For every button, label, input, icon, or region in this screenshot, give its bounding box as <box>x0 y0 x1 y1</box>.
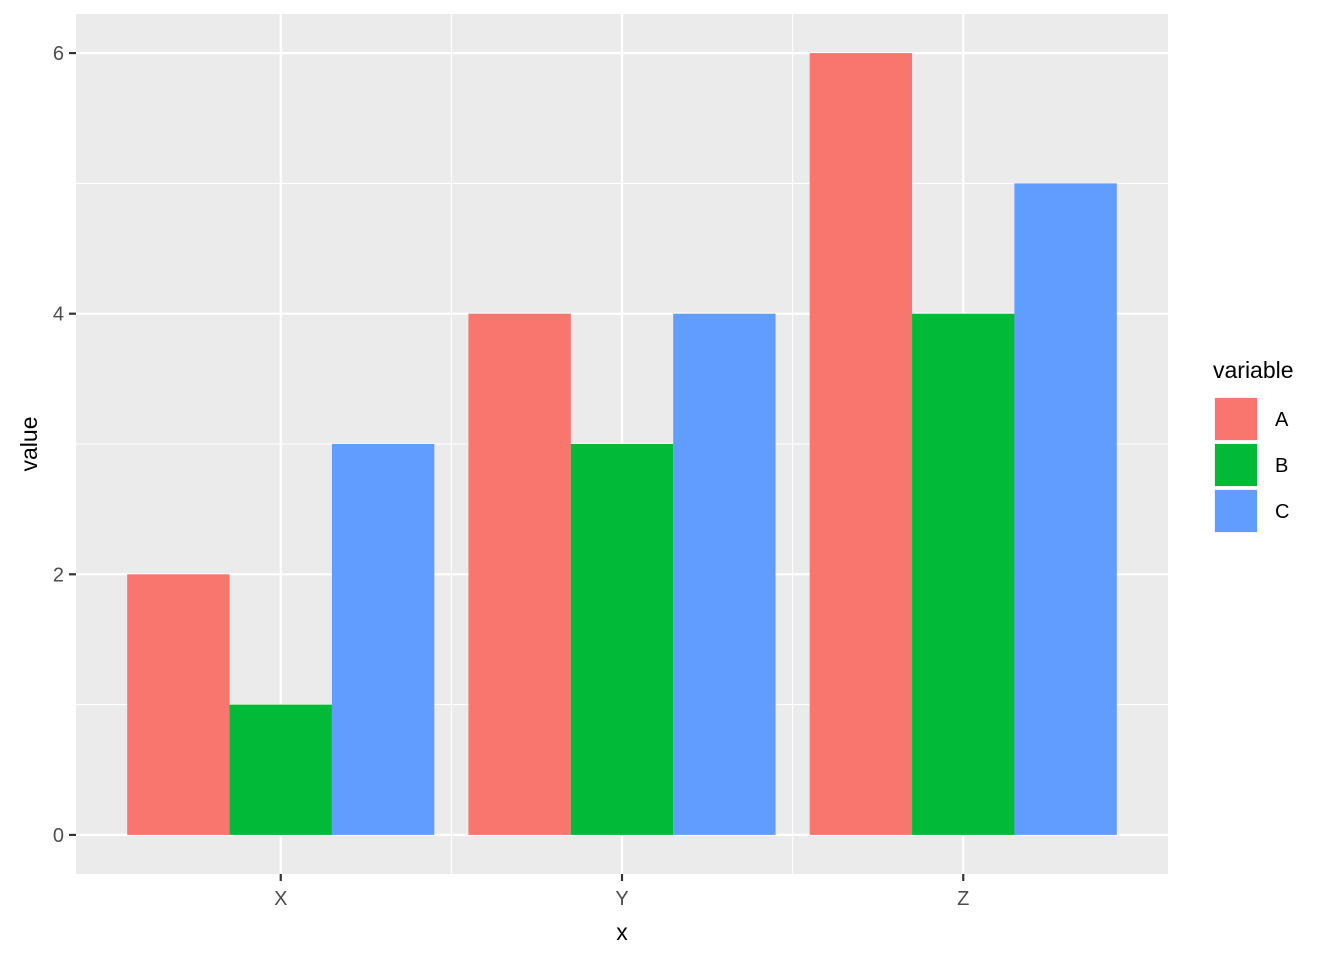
legend-key-a <box>1215 398 1257 440</box>
legend-label-a: A <box>1275 409 1289 431</box>
y-tick-label: 4 <box>53 304 64 326</box>
bar-a-x <box>127 574 230 835</box>
bar-c-y <box>673 313 776 835</box>
bar-b-z <box>912 313 1015 835</box>
bar-a-y <box>468 313 571 835</box>
x-axis: X Y Z <box>274 874 969 910</box>
y-tick-label: 0 <box>53 825 64 847</box>
legend-key-b <box>1215 444 1257 486</box>
bar-b-y <box>570 444 674 835</box>
bar-b-x <box>229 704 332 835</box>
y-axis: 0 2 4 6 <box>53 43 76 847</box>
bars-group <box>127 53 1117 835</box>
x-axis-title: x <box>616 919 628 945</box>
x-tick-label: Y <box>615 888 628 910</box>
x-tick-label: Z <box>957 888 969 910</box>
y-tick-label: 2 <box>53 564 64 586</box>
bar-a-z <box>809 53 913 835</box>
legend: variable A B C <box>1213 357 1294 533</box>
legend-key-c <box>1215 490 1257 532</box>
x-tick-label: X <box>274 888 287 910</box>
y-axis-title: value <box>16 417 42 472</box>
bar-c-z <box>1014 183 1117 835</box>
legend-label-c: C <box>1275 501 1289 523</box>
legend-title: variable <box>1213 357 1294 383</box>
bar-c-x <box>331 444 435 835</box>
y-tick-label: 6 <box>53 43 64 65</box>
legend-label-b: B <box>1275 455 1288 477</box>
